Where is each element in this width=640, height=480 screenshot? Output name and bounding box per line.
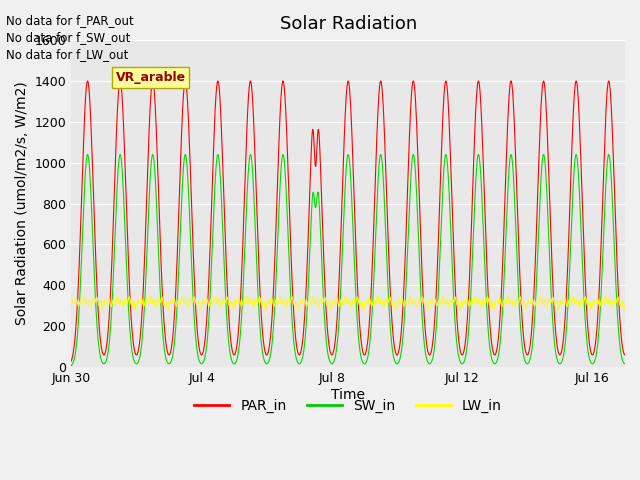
X-axis label: Time: Time <box>331 388 365 402</box>
Text: VR_arable: VR_arable <box>116 71 186 84</box>
Text: No data for f_PAR_out: No data for f_PAR_out <box>6 14 134 27</box>
Text: No data for f_LW_out: No data for f_LW_out <box>6 48 129 61</box>
Title: Solar Radiation: Solar Radiation <box>280 15 417 33</box>
Y-axis label: Solar Radiation (umol/m2/s, W/m2): Solar Radiation (umol/m2/s, W/m2) <box>15 82 29 325</box>
Legend: PAR_in, SW_in, LW_in: PAR_in, SW_in, LW_in <box>189 394 508 419</box>
Text: No data for f_SW_out: No data for f_SW_out <box>6 31 131 44</box>
